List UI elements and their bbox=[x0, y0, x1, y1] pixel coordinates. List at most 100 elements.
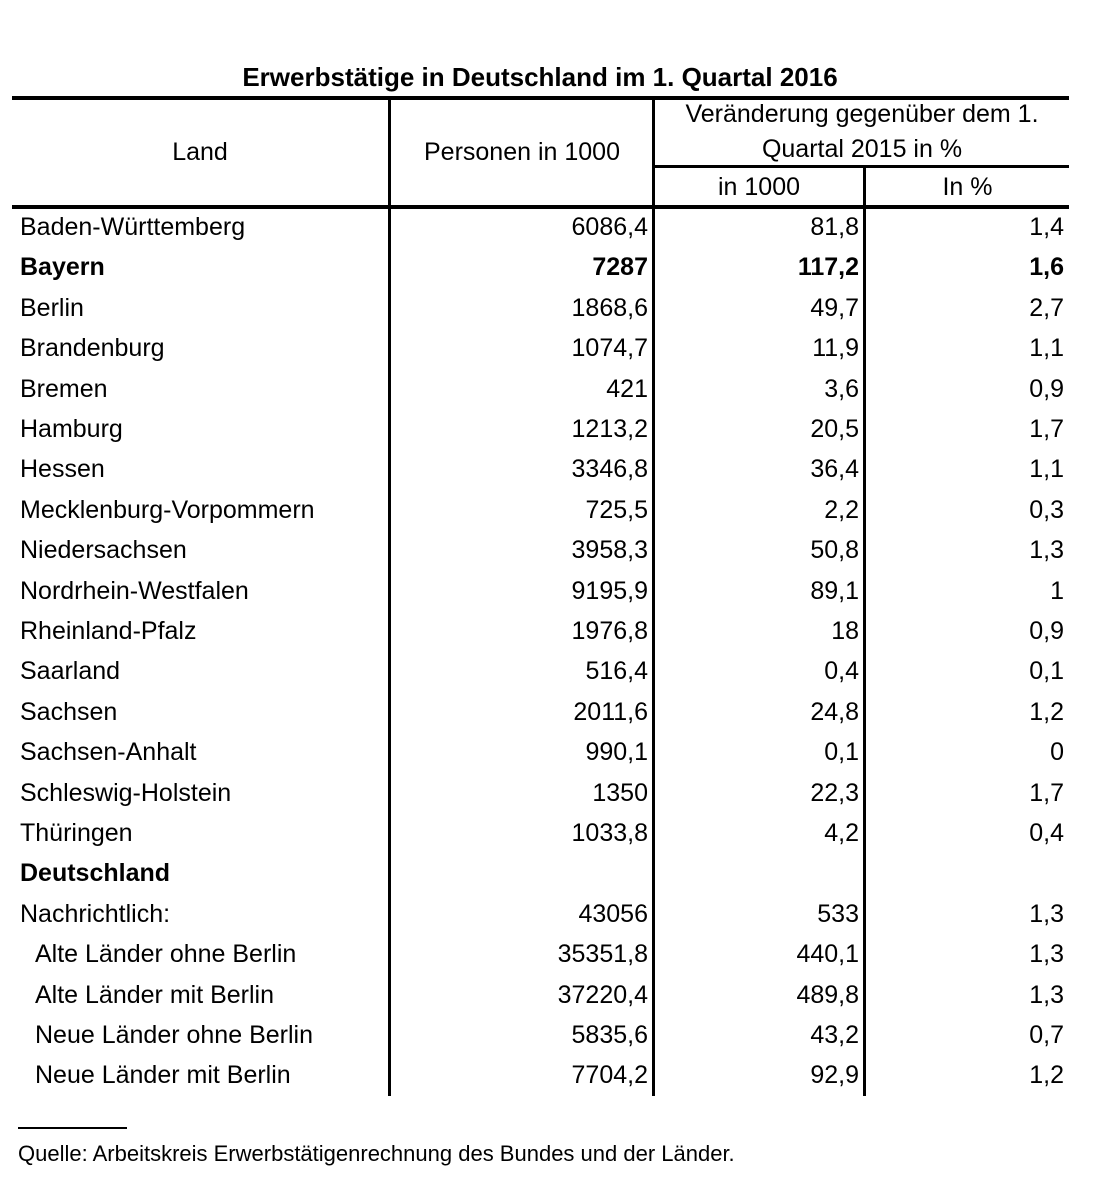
cell-personen: 6086,4 bbox=[571, 213, 648, 241]
cell-personen: 7704,2 bbox=[571, 1061, 648, 1090]
cell-land: Brandenburg bbox=[20, 334, 165, 363]
cell-change-pct: 1,7 bbox=[1029, 778, 1064, 807]
cell-personen: 1868,6 bbox=[571, 293, 648, 322]
column-divider bbox=[652, 98, 655, 1096]
cell-change-1000: 92,9 bbox=[810, 1061, 859, 1090]
cell-change-1000: 81,8 bbox=[810, 213, 859, 241]
cell-land: Alte Länder ohne Berlin bbox=[35, 940, 297, 969]
cell-personen: 5835,6 bbox=[571, 1021, 648, 1049]
cell-personen: 516,4 bbox=[585, 657, 648, 686]
source-note: Quelle: Arbeitskreis Erwerbstätigenrechn… bbox=[18, 1141, 735, 1166]
cell-change-pct: 1,1 bbox=[1029, 334, 1064, 363]
cell-change-1000: 49,7 bbox=[810, 293, 859, 322]
cell-change-pct: 1,4 bbox=[1029, 213, 1064, 241]
cell-land: Hessen bbox=[20, 455, 105, 484]
cell-change-1000: 18 bbox=[831, 617, 859, 645]
cell-change-pct: 1 bbox=[1050, 576, 1064, 605]
cell-land: Nordrhein-Westfalen bbox=[20, 576, 249, 605]
cell-change-pct: 0,4 bbox=[1029, 819, 1064, 847]
header-in1000: in 1000 bbox=[717, 173, 801, 201]
cell-change-pct: 1,6 bbox=[1029, 253, 1064, 282]
cell-personen: 421 bbox=[606, 374, 648, 403]
cell-land: Nachrichtlich: bbox=[20, 899, 171, 928]
table-row: Neue Länder ohne Berlin 5835,6 43,2 0,7 bbox=[0, 1015, 1104, 1055]
cell-change-pct: 1,7 bbox=[1029, 415, 1064, 443]
cell-change-pct: 2,7 bbox=[1029, 293, 1064, 322]
table-row: Saarland 516,4 0,4 0,1 bbox=[0, 651, 1104, 691]
cell-change-pct: 0 bbox=[1050, 738, 1064, 767]
footnote-rule bbox=[18, 1127, 127, 1129]
header-veraenderung-line2: Quartal 2015 in % bbox=[761, 135, 963, 163]
cell-change-pct: 1,3 bbox=[1029, 899, 1064, 928]
cell-land: Neue Länder mit Berlin bbox=[35, 1061, 291, 1090]
header-personen: Personen in 1000 bbox=[424, 138, 620, 166]
table-row: Alte Länder mit Berlin 37220,4 489,8 1,3 bbox=[0, 975, 1104, 1015]
table-row: Hamburg 1213,2 20,5 1,7 bbox=[0, 409, 1104, 449]
cell-change-pct: 1,2 bbox=[1029, 697, 1064, 726]
table-row: Schleswig-Holstein 1350 22,3 1,7 bbox=[0, 773, 1104, 813]
cell-change-1000: 89,1 bbox=[810, 576, 859, 605]
cell-land: Baden-Württemberg bbox=[20, 213, 246, 241]
table-row: Sachsen 2011,6 24,8 1,2 bbox=[0, 692, 1104, 732]
cell-change-1000: 3,6 bbox=[824, 374, 859, 403]
cell-personen: 1033,8 bbox=[571, 819, 648, 847]
table-row: Neue Länder mit Berlin 7704,2 92,9 1,2 bbox=[0, 1055, 1104, 1095]
cell-personen: 2011,6 bbox=[573, 697, 648, 726]
cell-change-1000: 4,2 bbox=[824, 819, 859, 847]
cell-change-1000: 0,4 bbox=[824, 657, 859, 686]
cell-land: Neue Länder ohne Berlin bbox=[35, 1021, 313, 1049]
cell-land: Sachsen bbox=[20, 697, 118, 726]
cell-land: Niedersachsen bbox=[20, 536, 187, 565]
cell-land: Thüringen bbox=[20, 819, 133, 847]
cell-land: Mecklenburg-Vorpommern bbox=[20, 495, 315, 524]
cell-personen: 37220,4 bbox=[557, 980, 648, 1009]
cell-change-1000: 0,1 bbox=[824, 738, 859, 767]
header-land: Land bbox=[172, 138, 228, 166]
cell-change-pct: 0,9 bbox=[1029, 374, 1064, 403]
cell-land: Sachsen-Anhalt bbox=[20, 738, 197, 767]
table-row: Bremen 421 3,6 0,9 bbox=[0, 369, 1104, 409]
table-row: Alte Länder ohne Berlin 35351,8 440,1 1,3 bbox=[0, 934, 1104, 974]
cell-personen: 3346,8 bbox=[571, 455, 648, 484]
cell-land: Rheinland-Pfalz bbox=[20, 617, 197, 645]
cell-land: Bremen bbox=[20, 374, 108, 403]
cell-change-pct: 1,3 bbox=[1029, 980, 1064, 1009]
header-inpct: In % bbox=[942, 173, 993, 201]
top-rule bbox=[12, 96, 1069, 100]
cell-personen: 35351,8 bbox=[557, 940, 648, 969]
cell-change-pct: 0,3 bbox=[1029, 495, 1064, 524]
table-row: Hessen 3346,8 36,4 1,1 bbox=[0, 449, 1104, 489]
table-row: Thüringen 1033,8 4,2 0,4 bbox=[0, 813, 1104, 853]
table-row: Sachsen-Anhalt 990,1 0,1 0 bbox=[0, 732, 1104, 772]
cell-personen: 43056 bbox=[578, 899, 648, 928]
cell-land: Deutschland bbox=[20, 859, 171, 888]
column-divider bbox=[863, 166, 866, 1096]
cell-personen: 1074,7 bbox=[571, 334, 648, 363]
cell-change-pct: 1,3 bbox=[1029, 536, 1064, 565]
cell-land: Alte Länder mit Berlin bbox=[35, 980, 275, 1009]
column-divider bbox=[388, 98, 391, 1096]
cell-change-1000: 50,8 bbox=[810, 536, 859, 565]
table-row: Rheinland-Pfalz 1976,8 18 0,9 bbox=[0, 611, 1104, 651]
cell-change-pct: 0,1 bbox=[1029, 657, 1064, 686]
cell-personen: 725,5 bbox=[585, 495, 648, 524]
table-row: Mecklenburg-Vorpommern 725,5 2,2 0,3 bbox=[0, 490, 1104, 530]
cell-personen: 1976,8 bbox=[571, 617, 648, 645]
cell-land: Bayern bbox=[20, 253, 105, 282]
cell-change-1000: 11,9 bbox=[812, 334, 859, 363]
cell-personen: 990,1 bbox=[585, 738, 648, 767]
cell-land: Berlin bbox=[20, 293, 84, 322]
cell-change-1000: 2,2 bbox=[824, 495, 859, 524]
cell-personen: 7287 bbox=[592, 253, 648, 282]
cell-change-1000: 24,8 bbox=[810, 697, 859, 726]
table-row: Bayern 7287 117,2 1,6 bbox=[0, 247, 1104, 287]
cell-change-pct: 1,3 bbox=[1029, 940, 1064, 969]
table-row: Berlin 1868,6 49,7 2,7 bbox=[0, 288, 1104, 328]
cell-change-1000: 489,8 bbox=[796, 980, 859, 1009]
cell-change-pct: 0,9 bbox=[1029, 617, 1064, 645]
cell-change-1000: 43,2 bbox=[810, 1021, 859, 1049]
cell-land: Saarland bbox=[20, 657, 121, 686]
cell-change-1000: 36,4 bbox=[810, 455, 859, 484]
cell-personen: 1213,2 bbox=[571, 415, 648, 443]
cell-change-1000: 22,3 bbox=[810, 778, 859, 807]
